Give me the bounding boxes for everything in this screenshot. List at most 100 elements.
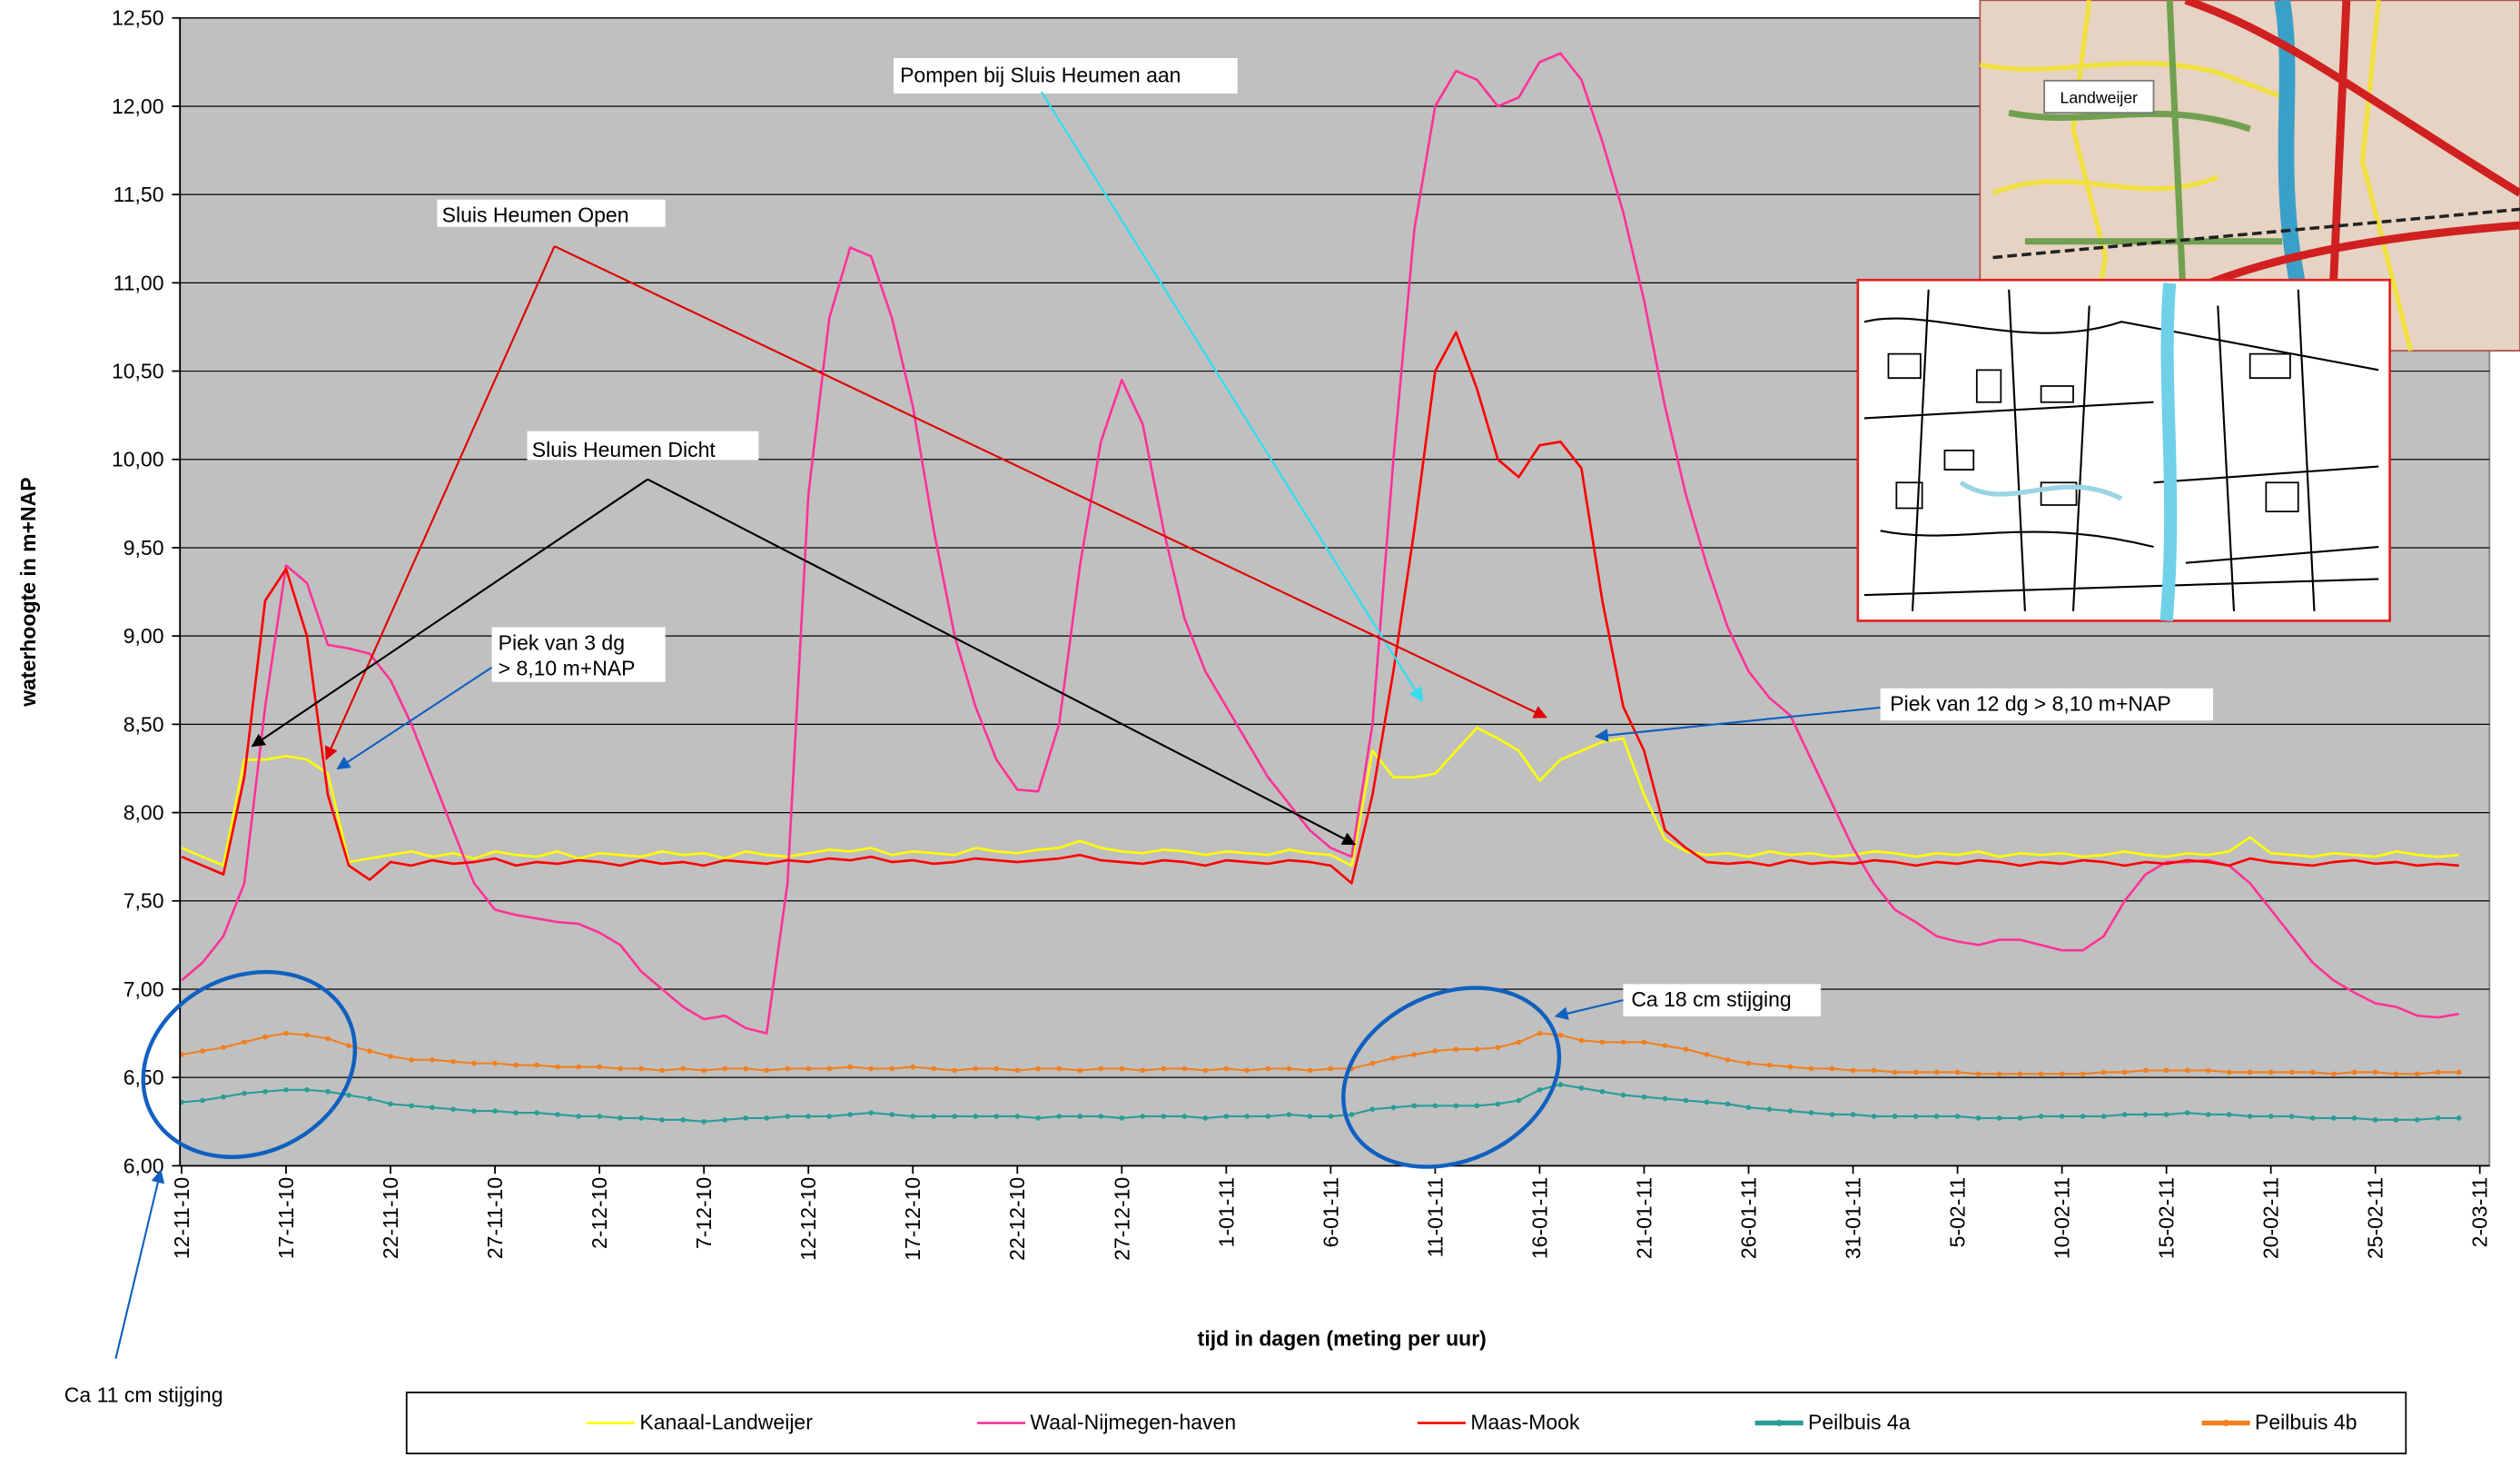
series-point (2039, 1114, 2044, 1119)
series-point (1161, 1066, 1166, 1072)
series-point (1370, 1061, 1376, 1066)
series-point (2080, 1114, 2086, 1119)
series-point (1098, 1114, 1103, 1119)
series-point (1955, 1114, 1961, 1119)
series-point (2248, 1070, 2253, 1075)
legend-label: Waal-Nijmegen-haven (1030, 1411, 1236, 1434)
series-point (2101, 1070, 2107, 1075)
series-point (1245, 1114, 1250, 1119)
annotation: Piek van 12 dg > 8,10 m+NAP (1890, 692, 2170, 716)
series-point (1077, 1068, 1082, 1074)
annotation: Ca 18 cm stijging (1631, 987, 1791, 1011)
series-point (659, 1068, 665, 1074)
series-point (931, 1066, 936, 1072)
series-point (1705, 1052, 1710, 1057)
series-point (1705, 1100, 1710, 1105)
series-point (1830, 1112, 1835, 1117)
series-point (722, 1066, 727, 1072)
series-point (618, 1115, 623, 1121)
series-point (221, 1095, 226, 1100)
series-point (659, 1117, 665, 1123)
series-point (1767, 1063, 1773, 1068)
series-point (680, 1066, 686, 1072)
series-point (534, 1110, 539, 1115)
series-point (367, 1096, 372, 1102)
annotation: Pompen bij Sluis Heumen aan (900, 64, 1181, 87)
y-axis-title: waterhoogte in m+NAP (16, 477, 40, 707)
y-tick-label: 9,50 (124, 536, 164, 560)
series-point (555, 1112, 560, 1117)
series-point (471, 1061, 477, 1066)
series-point (2436, 1070, 2441, 1075)
series-point (1642, 1039, 1647, 1045)
series-point (283, 1031, 289, 1036)
y-tick-label: 7,50 (124, 889, 164, 913)
series-point (2456, 1070, 2462, 1075)
legend-label: Peilbuis 4b (2255, 1411, 2357, 1434)
series-point (1287, 1112, 1292, 1117)
series-point (242, 1091, 247, 1096)
series-point (805, 1114, 811, 1119)
series-point (889, 1066, 894, 1072)
annotation: > 8,10 m+NAP (499, 657, 636, 680)
series-point (805, 1066, 811, 1072)
x-tick-label: 11-01-11 (1423, 1177, 1447, 1258)
series-point (931, 1114, 936, 1119)
y-tick-label: 12,00 (112, 94, 164, 118)
series-point (1913, 1114, 1919, 1119)
series-point (993, 1066, 999, 1072)
series-point (1308, 1114, 1313, 1119)
series-point (868, 1110, 874, 1115)
annotation: Sluis Heumen Dicht (532, 438, 716, 461)
series-point (1433, 1103, 1438, 1108)
series-point (576, 1065, 581, 1070)
series-point (1663, 1043, 1668, 1048)
x-tick-label: 15-02-11 (2155, 1177, 2179, 1259)
series-point (2164, 1068, 2169, 1074)
series-point (513, 1110, 519, 1115)
series-point (1997, 1071, 2002, 1076)
series-point (1496, 1102, 1501, 1107)
series-point (1600, 1089, 1606, 1095)
x-tick-label: 26-01-11 (1736, 1177, 1760, 1259)
series-point (1370, 1106, 1376, 1112)
series-point (785, 1066, 790, 1072)
series-point (2143, 1068, 2149, 1074)
series-point (2018, 1115, 2023, 1121)
series-point (2185, 1068, 2190, 1074)
series-point (1140, 1068, 1145, 1074)
y-tick-label: 9,00 (124, 624, 164, 648)
series-point (1140, 1114, 1145, 1119)
series-point (2101, 1114, 2107, 1119)
series-point (910, 1065, 915, 1070)
map-label: Landweijer (2060, 89, 2139, 107)
series-point (1287, 1066, 1292, 1072)
series-point (993, 1114, 999, 1119)
series-point (242, 1039, 247, 1045)
series-point (1119, 1066, 1124, 1072)
series-point (409, 1103, 414, 1108)
x-tick-label: 2-03-11 (2468, 1177, 2492, 1248)
series-point (367, 1048, 372, 1054)
series-point (764, 1068, 769, 1074)
series-point (1014, 1068, 1020, 1074)
x-tick-label: 10-02-11 (2051, 1177, 2074, 1259)
series-point (492, 1061, 498, 1066)
series-point (1642, 1095, 1647, 1100)
x-tick-label: 25-02-11 (2364, 1177, 2387, 1259)
series-point (1181, 1066, 1187, 1072)
series-point (2415, 1071, 2420, 1076)
y-tick-label: 11,00 (114, 271, 164, 294)
x-tick-label: 22-11-10 (379, 1177, 402, 1259)
series-point (1809, 1110, 1814, 1115)
series-point (1181, 1114, 1187, 1119)
series-point (555, 1065, 560, 1070)
x-tick-label: 17-11-10 (274, 1177, 298, 1259)
x-tick-label: 27-11-10 (483, 1177, 507, 1259)
series-point (1809, 1066, 1814, 1072)
series-point (2331, 1071, 2337, 1076)
page: 6,006,507,007,508,008,509,009,5010,0010,… (0, 0, 2520, 1457)
series-point (2227, 1112, 2232, 1117)
series-point (1056, 1114, 1062, 1119)
series-point (2373, 1117, 2378, 1123)
